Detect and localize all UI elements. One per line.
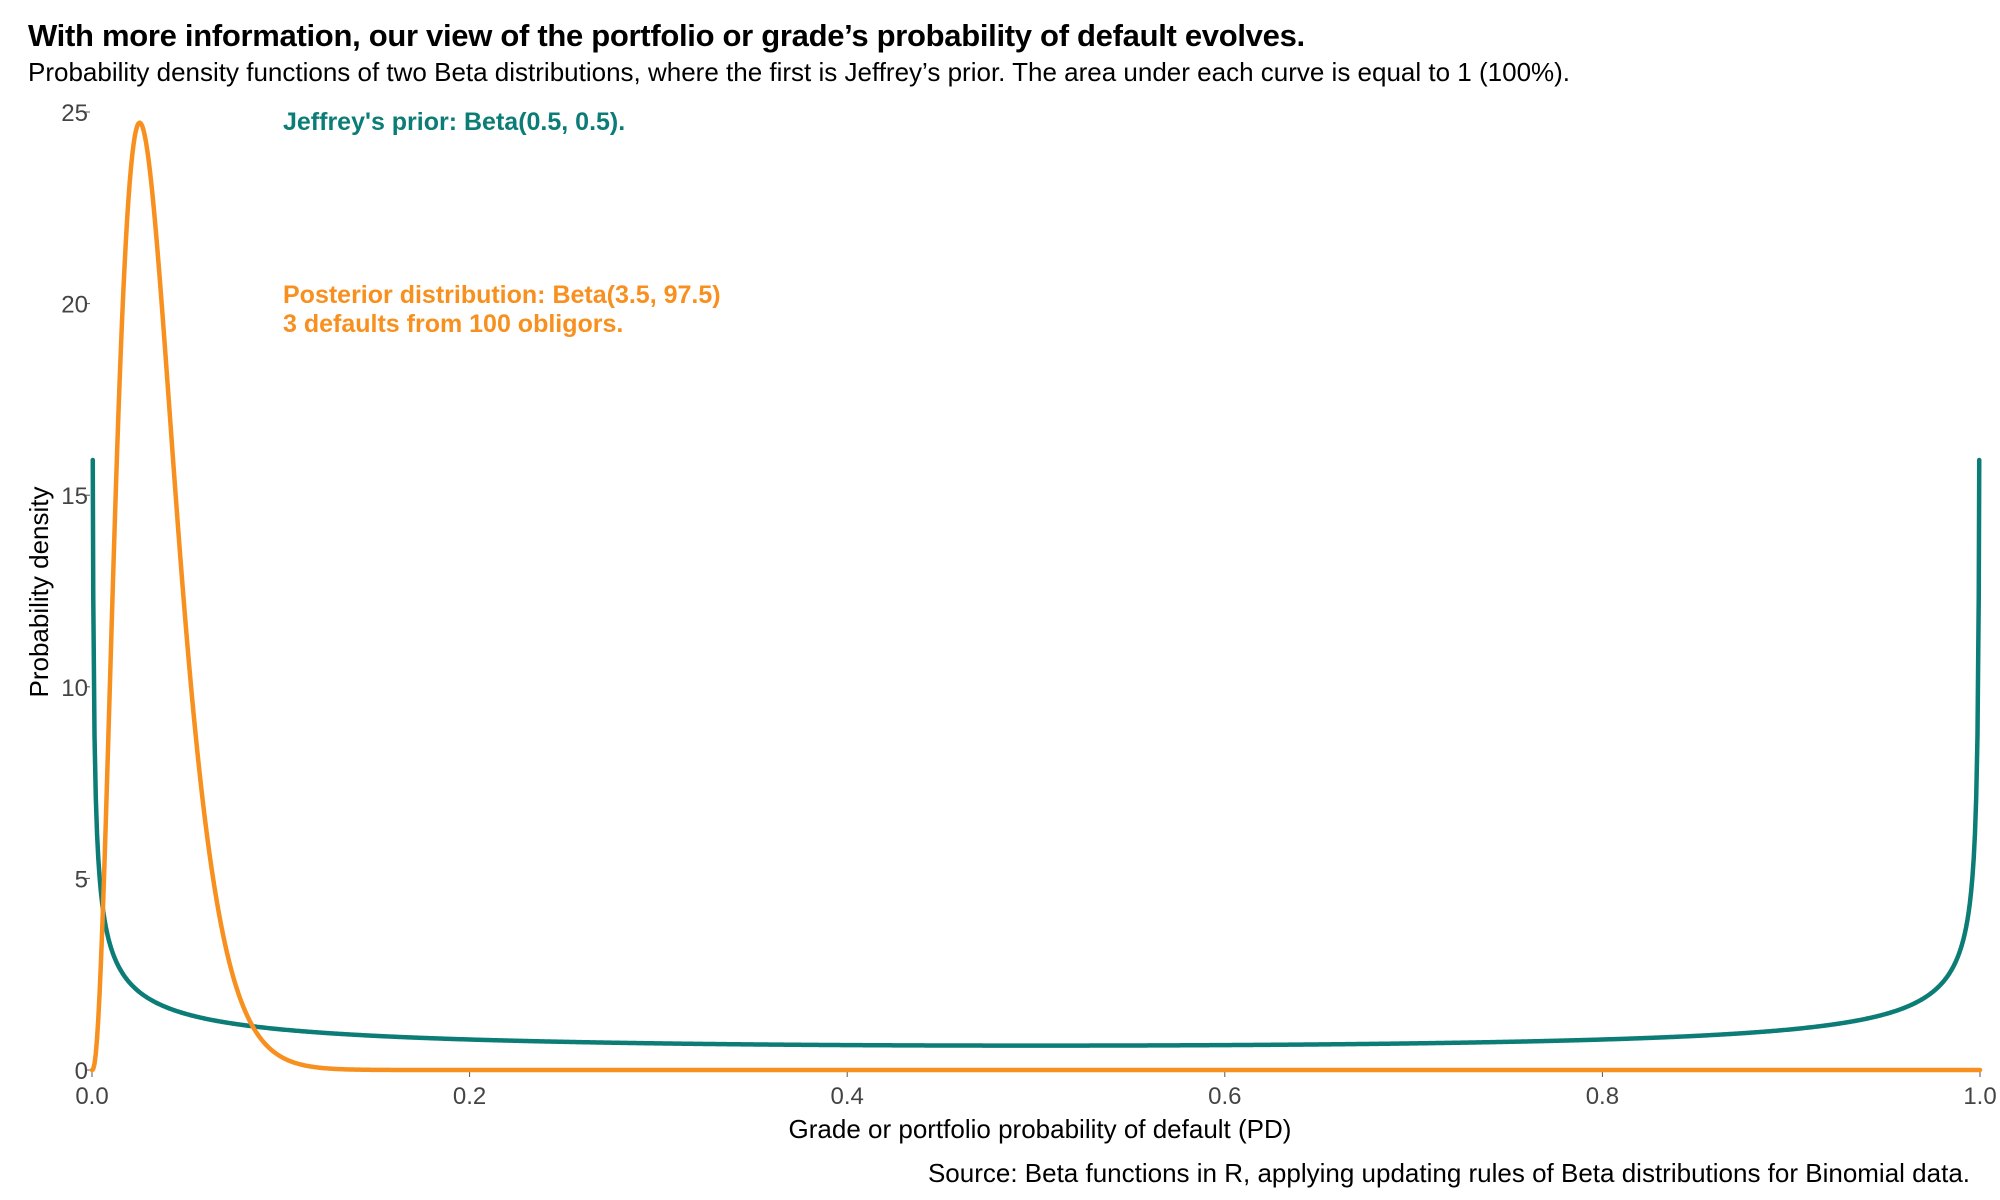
prior-density-line [90,457,1982,1048]
x-axis-title: Grade or portfolio probability of defaul… [789,1114,1292,1144]
posterior-density-line [89,120,1983,1073]
prior-annotation-line: Jeffrey's prior: Beta(0.5, 0.5). [283,108,625,136]
axes-layer: 0.0 0.2 0.4 0.6 0.8 1.0 0 5 10 15 20 25 [61,100,1996,1110]
x-tick-label: 0.0 [75,1083,108,1110]
y-tick-label: 20 [61,292,88,319]
posterior-annotation-line: 3 defaults from 100 obligors. [283,310,623,338]
x-tick-label: 0.2 [453,1083,486,1110]
y-tick-label: 0 [75,1058,88,1085]
chart-title: With more information, our view of the p… [28,18,1305,53]
x-tick-label: 0.8 [1586,1083,1619,1110]
series-layer [89,120,1983,1073]
y-tick-label: 15 [61,483,88,510]
chart-subtitle: Probability density functions of two Bet… [28,57,1571,87]
chart-source: Source: Beta functions in R, applying up… [927,1158,1970,1188]
y-axis-title: Probability density [24,487,54,698]
x-tick-label: 0.6 [1208,1083,1241,1110]
posterior-annotation-line: Posterior distribution: Beta(3.5, 97.5) [283,281,721,309]
y-tick-label: 25 [61,100,88,127]
y-tick-label: 10 [61,675,88,702]
annotations-layer: Jeffrey's prior: Beta(0.5, 0.5). Posterio… [283,108,721,338]
x-tick-label: 0.4 [831,1083,864,1110]
x-tick-label: 1.0 [1963,1083,1996,1110]
y-tick-label: 5 [75,866,88,893]
